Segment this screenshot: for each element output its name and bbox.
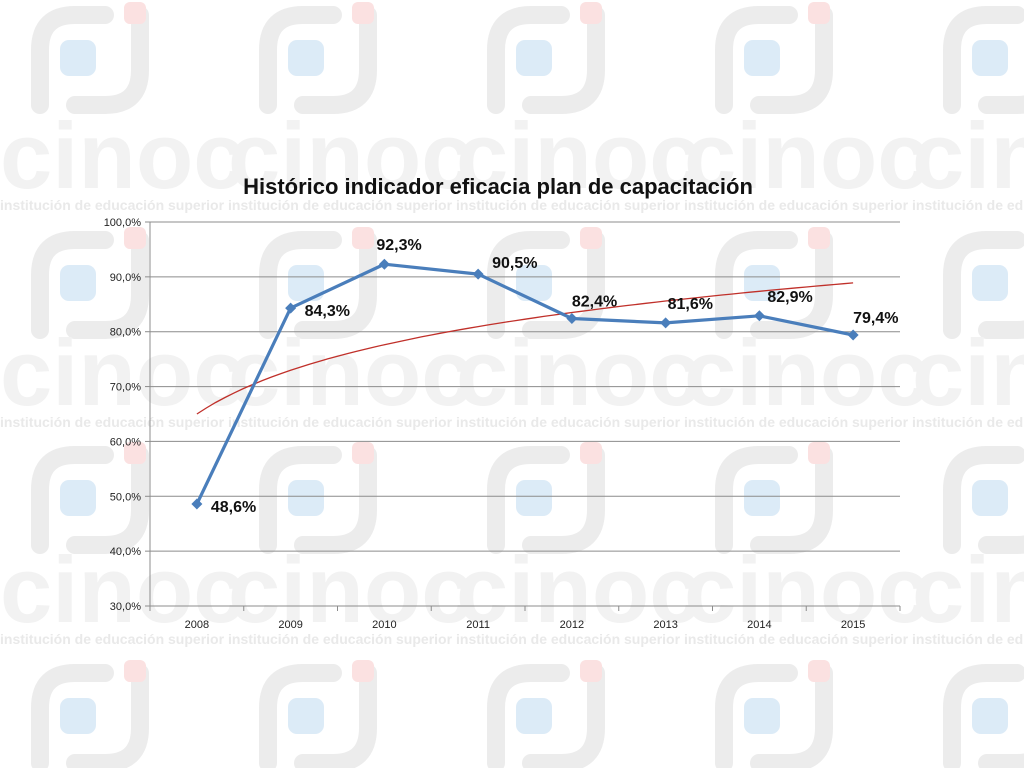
watermark-logo (943, 231, 1024, 339)
watermark-logo (259, 660, 377, 768)
data-series (191, 258, 859, 510)
watermark-wordmark: cinoc (228, 537, 474, 642)
data-point-marker (191, 498, 203, 510)
watermark-wordmark: cinoc (912, 103, 1024, 208)
data-labels: 48,6% 84,3% 92,3% 90,5% 82,4% 81,6% 82,9% 79,4% (211, 237, 899, 516)
data-label: 79,4% (853, 310, 898, 327)
watermark-logo (31, 442, 149, 554)
watermark-wordmark: cinoc (456, 103, 702, 208)
data-label: 82,9% (767, 289, 812, 306)
watermark-wordmark: cinoc (684, 537, 930, 642)
data-point-marker (566, 313, 578, 325)
data-label: 90,5% (492, 255, 537, 272)
watermark-wordmark: cinoc (684, 320, 930, 425)
data-label: 84,3% (305, 303, 350, 320)
watermark-wordmark: cinoc (228, 103, 474, 208)
watermark-wordmark: cinoc (0, 320, 246, 425)
watermark-logo (487, 660, 605, 768)
y-tick-label: 80,0% (110, 327, 141, 339)
watermark-tagline: institución de educación superior (912, 197, 1024, 213)
watermark-tagline: institución de educación superior (0, 197, 225, 213)
data-point-marker (847, 329, 859, 341)
x-tick-label: 2010 (372, 619, 396, 631)
watermark-logo (943, 6, 1024, 114)
x-tick-label: 2011 (466, 619, 490, 631)
x-axis-ticks: 2008 2009 2010 2011 2012 2013 2014 2015 (185, 619, 866, 631)
y-tick-label: 90,0% (110, 272, 141, 284)
data-label: 82,4% (572, 294, 617, 311)
watermark-logo (943, 446, 1024, 554)
data-label: 92,3% (376, 237, 421, 254)
y-tick-label: 30,0% (110, 601, 141, 613)
watermark-tagline: institución de educación superior (684, 631, 909, 647)
chart-title: Histórico indicador eficacia plan de cap… (243, 174, 753, 199)
watermark-logo (715, 660, 833, 768)
trendline (196, 282, 854, 415)
watermark-wordmark: cinoc (0, 537, 246, 642)
x-tick-label: 2013 (653, 619, 677, 631)
data-label: 81,6% (668, 296, 713, 313)
watermark-wordmark: cinoc (912, 537, 1024, 642)
watermark-tagline: institución de educación superior (228, 197, 453, 213)
watermark-wordmark: cinoc (912, 320, 1024, 425)
y-tick-label: 70,0% (110, 382, 141, 394)
x-tick-label: 2015 (841, 619, 865, 631)
watermark-tagline: institución de educación superior (0, 631, 225, 647)
watermark-wordmark: cinoc (684, 103, 930, 208)
watermark-logo (487, 442, 605, 554)
watermark-tagline: institución de educación superior (684, 414, 909, 430)
watermark-wordmark: cinoc (456, 537, 702, 642)
y-tick-label: 40,0% (110, 546, 141, 558)
y-tick-label: 100,0% (104, 217, 142, 229)
watermark-logo (31, 2, 149, 114)
watermark-tagline: institución de educación superior (684, 197, 909, 213)
watermark-logo (31, 660, 149, 768)
x-tick-label: 2012 (560, 619, 584, 631)
data-point-marker (660, 317, 672, 329)
x-tick-label: 2008 (185, 619, 209, 631)
watermark-wordmark: cinoc (228, 320, 474, 425)
watermark-logo (715, 442, 833, 554)
data-point-marker (378, 258, 390, 270)
watermark-tagline: institución de educación superior (456, 414, 681, 430)
watermark-logo (259, 227, 377, 339)
watermark-wordmark: cinoc (0, 103, 246, 208)
watermark-tagline: institución de educación superior (228, 414, 453, 430)
series-line (195, 262, 854, 505)
watermark-logo (259, 442, 377, 554)
y-tick-label: 50,0% (110, 491, 141, 503)
watermark-tagline: institución de educación superior (912, 631, 1024, 647)
data-label: 48,6% (211, 499, 256, 516)
trendline-path (196, 282, 854, 415)
watermark-tagline: institución de educación superior (456, 197, 681, 213)
watermark-logo (715, 2, 833, 114)
axes (145, 221, 901, 611)
watermark-logo (259, 2, 377, 114)
watermark-tagline: institución de educación superior (228, 631, 453, 647)
y-axis-ticks: 30,0% 40,0% 50,0% 60,0% 70,0% 80,0% 90,0% 100,0… (104, 217, 142, 613)
watermark-tagline: institución de educación superior (912, 414, 1024, 430)
watermark-logo (943, 664, 1024, 768)
watermark-wordmark: cinoc (456, 320, 702, 425)
watermark-logo (31, 227, 149, 339)
data-point-marker (285, 302, 297, 314)
data-point-marker (472, 268, 484, 280)
watermark-tagline: institución de educación superior (0, 414, 225, 430)
y-tick-label: 60,0% (110, 436, 141, 448)
x-tick-label: 2009 (278, 619, 302, 631)
x-tick-label: 2014 (747, 619, 771, 631)
watermark-logo (487, 227, 605, 339)
gridlines (150, 221, 900, 552)
watermark-tagline: institución de educación superior (456, 631, 681, 647)
data-point-marker (753, 310, 765, 322)
watermark-logo (487, 2, 605, 114)
